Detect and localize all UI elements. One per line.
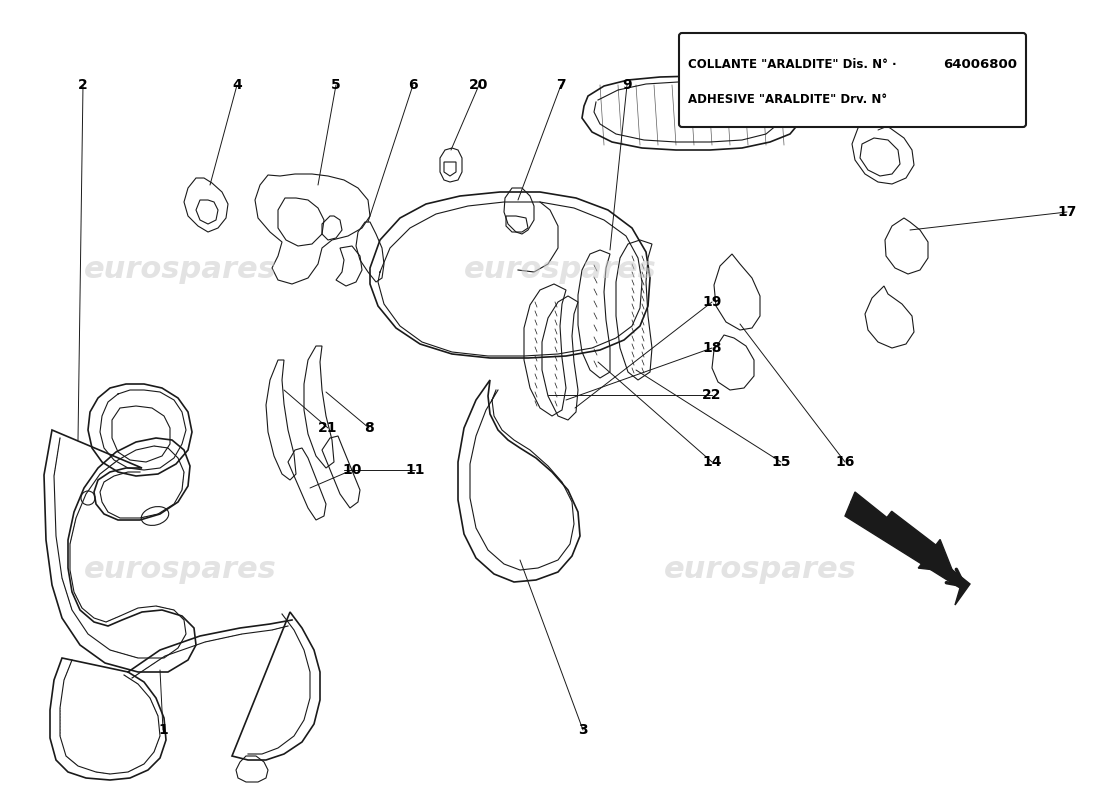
- Text: 14: 14: [702, 455, 722, 469]
- Text: 16: 16: [835, 455, 855, 469]
- Text: eurospares: eurospares: [663, 555, 857, 585]
- FancyBboxPatch shape: [679, 33, 1026, 127]
- Text: 64006800: 64006800: [943, 58, 1018, 70]
- Text: 5: 5: [331, 78, 341, 92]
- Text: 7: 7: [557, 78, 565, 92]
- Text: 8: 8: [364, 421, 374, 435]
- Text: 21: 21: [318, 421, 338, 435]
- Text: eurospares: eurospares: [84, 555, 276, 585]
- Text: 13: 13: [980, 78, 1000, 92]
- Text: 11: 11: [405, 463, 425, 477]
- Text: 3: 3: [579, 723, 587, 737]
- Text: 4: 4: [232, 78, 242, 92]
- Text: 10: 10: [342, 463, 362, 477]
- Text: COLLANTE "ARALDITE" Dis. N° ·: COLLANTE "ARALDITE" Dis. N° ·: [688, 58, 896, 70]
- FancyArrow shape: [878, 511, 953, 572]
- Text: 19: 19: [702, 295, 722, 309]
- Text: 17: 17: [1057, 205, 1077, 219]
- Text: ADHESIVE "ARALDITE" Drv. N°: ADHESIVE "ARALDITE" Drv. N°: [688, 93, 887, 106]
- Text: eurospares: eurospares: [463, 255, 657, 285]
- Text: eurospares: eurospares: [84, 255, 276, 285]
- Text: 15: 15: [771, 455, 791, 469]
- Text: 9: 9: [623, 78, 631, 92]
- Text: 12: 12: [749, 78, 769, 92]
- Text: 6: 6: [408, 78, 418, 92]
- Text: 20: 20: [470, 78, 488, 92]
- Text: 2: 2: [78, 78, 88, 92]
- Text: 22: 22: [702, 388, 722, 402]
- Text: 1: 1: [158, 723, 168, 737]
- Polygon shape: [845, 492, 970, 605]
- Text: 18: 18: [702, 341, 722, 355]
